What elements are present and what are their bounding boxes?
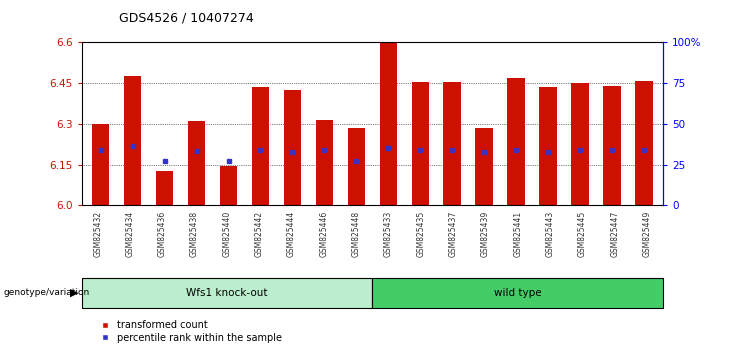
Bar — [252, 87, 269, 205]
Text: GSM825443: GSM825443 — [545, 211, 554, 257]
Bar — [187, 121, 205, 205]
Text: GSM825438: GSM825438 — [190, 211, 199, 257]
Text: GSM825447: GSM825447 — [611, 211, 619, 257]
Bar — [603, 86, 621, 205]
Text: GSM825434: GSM825434 — [125, 211, 134, 257]
Bar — [635, 81, 653, 205]
Bar — [571, 83, 589, 205]
Bar — [156, 171, 173, 205]
Bar — [411, 82, 429, 205]
Bar — [284, 90, 302, 205]
Bar — [316, 120, 333, 205]
Text: GSM825432: GSM825432 — [93, 211, 102, 257]
Text: GSM825435: GSM825435 — [416, 211, 425, 257]
Bar — [379, 42, 397, 205]
Text: GSM825433: GSM825433 — [384, 211, 393, 257]
Text: GSM825449: GSM825449 — [642, 211, 651, 257]
Text: Wfs1 knock-out: Wfs1 knock-out — [186, 288, 268, 298]
Legend: transformed count, percentile rank within the sample: transformed count, percentile rank withi… — [102, 320, 282, 343]
Bar — [476, 128, 493, 205]
Text: wild type: wild type — [494, 288, 542, 298]
Text: GSM825445: GSM825445 — [578, 211, 587, 257]
Text: ▶: ▶ — [70, 288, 79, 298]
Bar — [539, 87, 557, 205]
Text: GSM825444: GSM825444 — [287, 211, 296, 257]
Text: GSM825442: GSM825442 — [255, 211, 264, 257]
Text: GSM825439: GSM825439 — [481, 211, 490, 257]
Text: GSM825436: GSM825436 — [158, 211, 167, 257]
Bar — [92, 124, 110, 205]
Bar — [220, 166, 237, 205]
Text: GSM825441: GSM825441 — [514, 211, 522, 257]
Text: GSM825440: GSM825440 — [222, 211, 231, 257]
Bar — [508, 78, 525, 205]
Text: GDS4526 / 10407274: GDS4526 / 10407274 — [119, 12, 253, 25]
Text: GSM825437: GSM825437 — [448, 211, 458, 257]
Bar — [124, 76, 142, 205]
Bar — [348, 128, 365, 205]
Text: genotype/variation: genotype/variation — [4, 289, 90, 297]
Text: GSM825446: GSM825446 — [319, 211, 328, 257]
Bar — [443, 82, 461, 205]
Text: GSM825448: GSM825448 — [352, 211, 361, 257]
